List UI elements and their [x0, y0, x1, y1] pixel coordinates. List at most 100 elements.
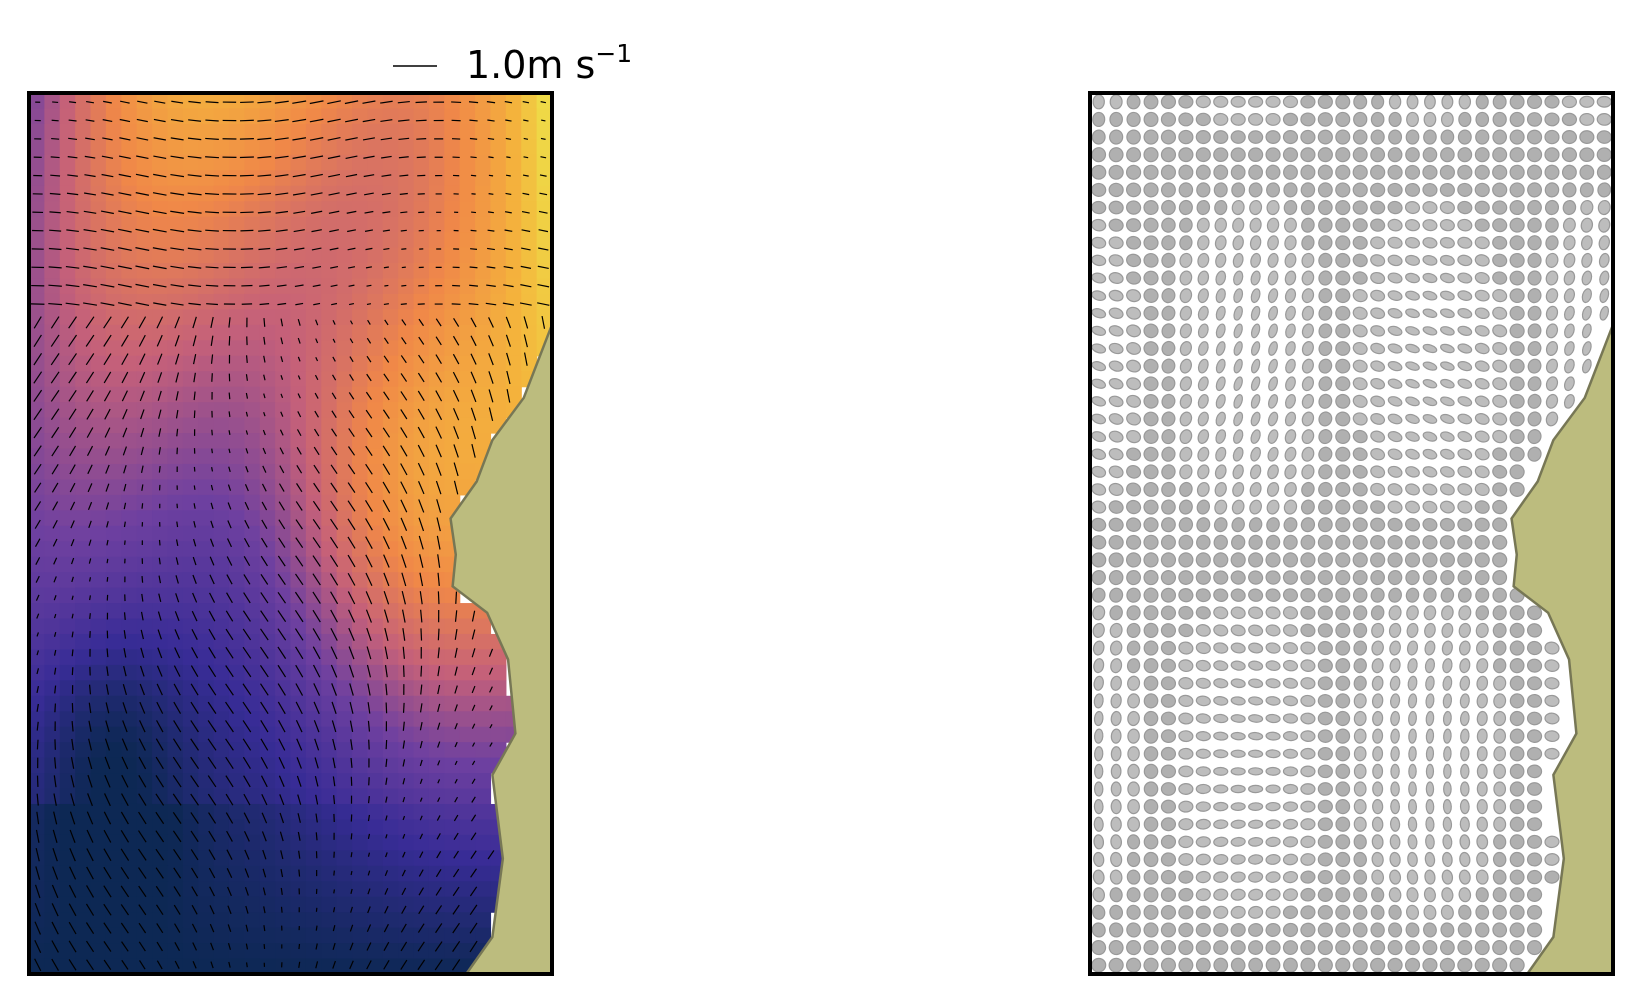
tidal-ellipse — [1178, 694, 1194, 707]
field-cell — [459, 618, 476, 635]
tidal-ellipse — [1179, 376, 1193, 392]
tidal-ellipse — [1425, 816, 1435, 832]
field-cell — [136, 556, 153, 573]
velocity-arrow — [83, 247, 97, 251]
field-cell — [59, 324, 76, 341]
field-cell — [459, 278, 476, 295]
tidal-ellipse — [1317, 534, 1333, 550]
tidal-ellipse — [1195, 870, 1211, 884]
field-cell — [75, 510, 92, 527]
field-cell — [182, 572, 199, 589]
field-cell — [444, 123, 461, 140]
tidal-ellipse — [1127, 693, 1141, 709]
tidal-ellipse — [1197, 252, 1210, 268]
field-cell — [75, 139, 92, 156]
field-cell — [475, 773, 492, 790]
tidal-ellipse — [1372, 728, 1384, 744]
velocity-arrow — [488, 317, 494, 328]
velocity-arrow — [105, 684, 110, 695]
tidal-ellipse — [1282, 853, 1299, 866]
field-cell — [398, 448, 415, 465]
velocity-arrow — [157, 390, 162, 401]
field-cell — [290, 834, 307, 851]
velocity-arrow — [384, 905, 389, 914]
tidal-ellipse — [1143, 569, 1159, 586]
tidal-ellipse — [1196, 481, 1210, 497]
tidal-ellipse — [1230, 836, 1246, 847]
field-cell — [413, 850, 430, 867]
field-cell — [521, 263, 538, 280]
tidal-ellipse — [1474, 552, 1490, 568]
tidal-ellipse — [1108, 307, 1124, 319]
tidal-ellipse — [1300, 765, 1316, 778]
velocity-arrow — [156, 701, 164, 714]
field-cell — [321, 788, 338, 805]
velocity-arrow — [210, 335, 214, 346]
tidal-ellipse — [1230, 888, 1246, 901]
velocity-arrow — [488, 193, 494, 195]
tidal-ellipse — [1301, 288, 1315, 304]
tidal-ellipse — [1266, 199, 1280, 216]
velocity-arrow — [118, 155, 131, 160]
tidal-ellipse — [1285, 323, 1296, 339]
field-cell — [475, 633, 492, 651]
field-cell — [290, 757, 307, 774]
tidal-ellipse — [1265, 660, 1281, 671]
field-cell — [121, 448, 138, 465]
tidal-ellipse — [1457, 200, 1473, 215]
tidal-ellipse — [1527, 305, 1542, 321]
velocity-arrow — [102, 119, 113, 123]
field-cell — [490, 711, 507, 728]
velocity-arrow — [437, 554, 441, 568]
tidal-ellipse — [1352, 957, 1368, 973]
field-cell — [228, 263, 245, 280]
field-cell — [398, 803, 415, 821]
velocity-arrow — [192, 942, 198, 951]
field-cell — [244, 896, 261, 913]
velocity-arrow — [313, 482, 321, 493]
field-cell — [228, 510, 245, 527]
tidal-ellipse — [1408, 728, 1417, 744]
velocity-arrow — [138, 811, 147, 825]
velocity-arrow — [260, 775, 268, 788]
field-cell — [121, 340, 138, 357]
field-cell — [521, 139, 538, 156]
tidal-ellipse — [1284, 270, 1297, 286]
velocity-arrow — [311, 229, 322, 233]
field-cell — [428, 603, 445, 620]
field-cell — [29, 355, 45, 372]
field-cell — [213, 463, 230, 481]
velocity-arrow — [34, 921, 41, 935]
tidal-ellipse — [1197, 411, 1209, 427]
velocity-arrow — [192, 592, 198, 603]
tidal-ellipse — [1213, 147, 1229, 163]
tidal-ellipse — [1422, 396, 1438, 407]
velocity-arrow — [210, 961, 214, 969]
tidal-ellipse — [1230, 871, 1246, 883]
field-cell — [321, 834, 338, 851]
field-cell — [136, 263, 153, 280]
velocity-arrow — [83, 302, 98, 306]
velocity-arrow — [53, 631, 57, 637]
velocity-arrow — [227, 484, 232, 491]
field-cell — [259, 788, 276, 805]
tidal-ellipse — [1178, 182, 1194, 198]
tidal-ellipse — [1317, 517, 1333, 533]
velocity-arrow — [245, 430, 249, 435]
field-cell — [29, 757, 45, 774]
velocity-arrow — [436, 815, 441, 821]
field-cell — [367, 587, 384, 604]
field-cell — [167, 263, 184, 280]
tidal-ellipse — [1562, 217, 1576, 233]
tidal-ellipse — [1352, 377, 1368, 391]
tidal-ellipse — [1474, 569, 1490, 586]
field-cell — [275, 541, 292, 558]
tidal-ellipse — [1581, 288, 1592, 304]
velocity-arrow — [363, 174, 375, 178]
tidal-ellipse — [1389, 851, 1401, 868]
field-cell — [44, 664, 61, 681]
field-cell — [321, 865, 338, 882]
tidal-ellipse — [1387, 535, 1403, 550]
tidal-ellipse — [1143, 552, 1159, 568]
field-cell — [198, 788, 215, 805]
